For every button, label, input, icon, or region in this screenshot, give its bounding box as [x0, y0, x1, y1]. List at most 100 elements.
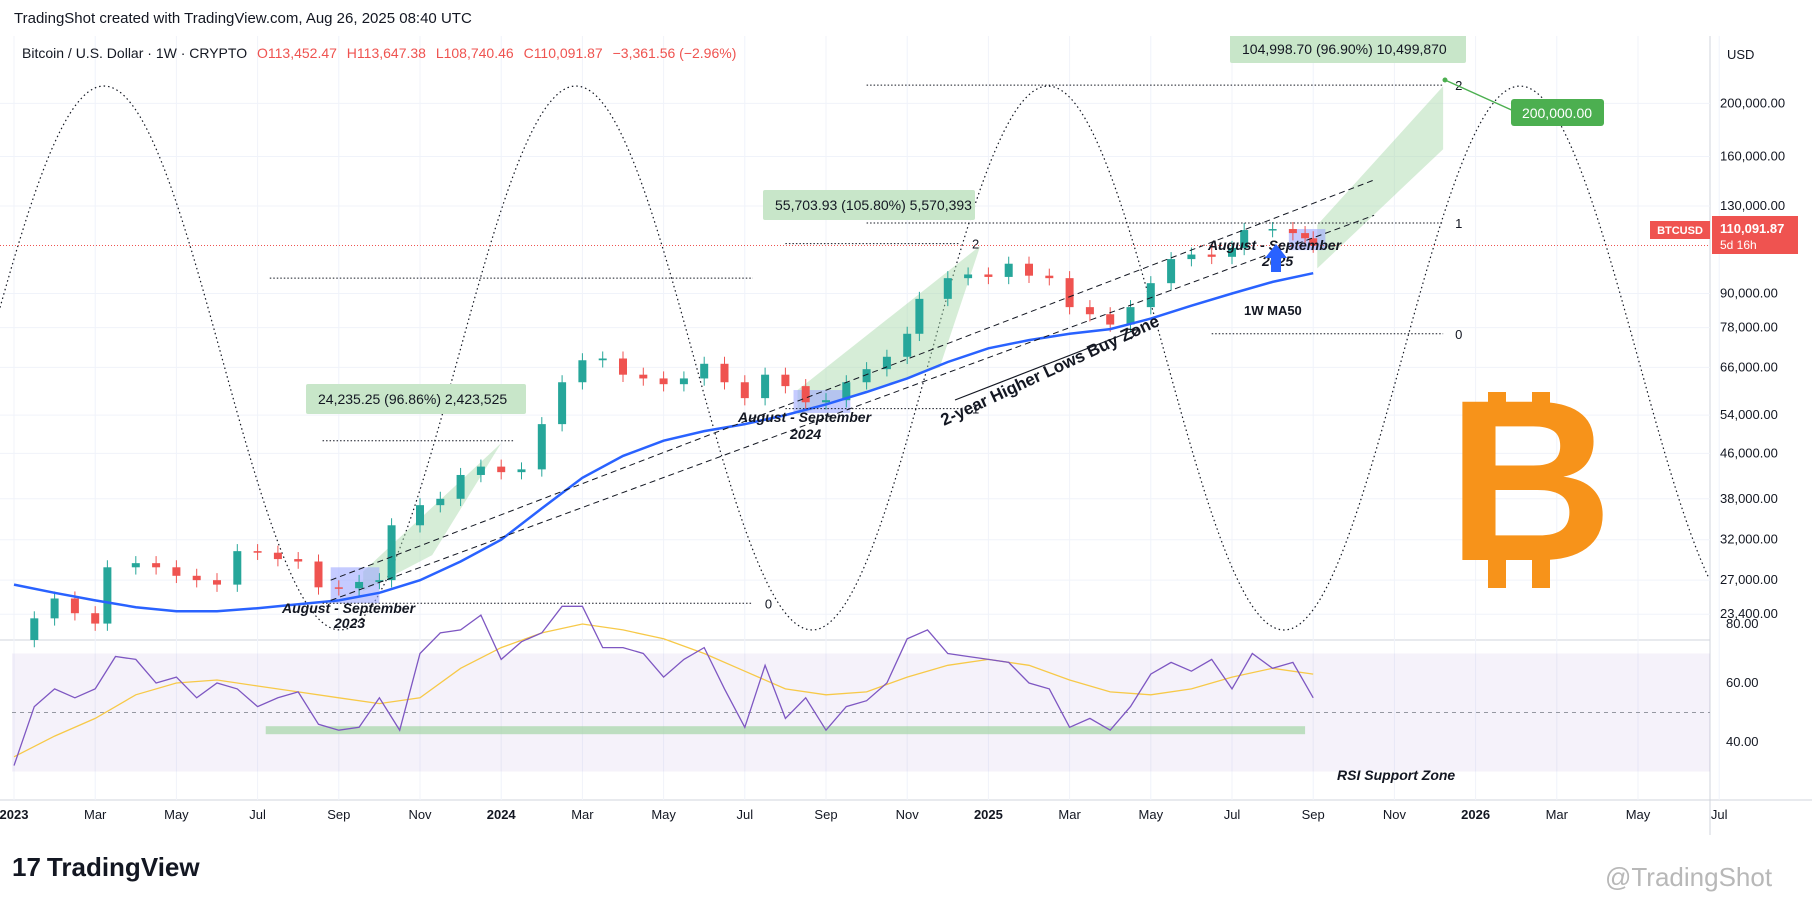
candle-body: [984, 274, 993, 277]
candle-body: [578, 360, 587, 383]
candle-body: [1065, 278, 1074, 308]
last-price-symbol: BTCUSD: [1657, 225, 1703, 237]
candle-body: [740, 382, 749, 399]
y-tick-label: 66,000.00: [1720, 359, 1778, 374]
watermark: @TradingShot: [1605, 862, 1773, 892]
fib-label: 2: [972, 237, 979, 252]
y-tick-label: 27,000.00: [1720, 572, 1778, 587]
x-tick-label: Mar: [1546, 807, 1569, 822]
measure-text-2024: 55,703.93 (105.80%) 5,570,393: [775, 197, 972, 213]
svg-text:B: B: [1447, 352, 1613, 609]
candle-body: [882, 356, 891, 370]
candles: [30, 221, 1318, 648]
candle-body: [30, 618, 39, 640]
trendline: [330, 214, 1375, 601]
candle-body: [619, 358, 627, 375]
zone-label-2024-line1: August - September: [737, 409, 873, 425]
candle-body: [679, 378, 688, 385]
y-tick-label: 54,000.00: [1720, 407, 1778, 422]
x-tick-label: Sep: [327, 807, 350, 822]
rsi-tick-label: 60.00: [1726, 675, 1759, 690]
candle-body: [598, 358, 607, 361]
up-arrow-icon: [1265, 244, 1287, 272]
x-tick-label: Sep: [1302, 807, 1325, 822]
candle-body: [558, 382, 567, 425]
y-tick-label: 130,000.00: [1720, 198, 1785, 213]
x-tick-label: May: [1626, 807, 1651, 822]
candle-body: [964, 274, 973, 279]
candle-body: [862, 369, 871, 383]
y-tick-label: 200,000.00: [1720, 95, 1785, 110]
candle-body: [1288, 229, 1297, 234]
x-tick-label: May: [1139, 807, 1164, 822]
candle-body: [456, 474, 465, 499]
x-tick-label: Jul: [1224, 807, 1241, 822]
candle-body: [1207, 254, 1216, 257]
candle-body: [273, 552, 282, 560]
x-tick-label: Mar: [571, 807, 594, 822]
candle-body: [842, 382, 851, 401]
rsi-pane: 80.00 60.00 40.00: [12, 605, 1759, 772]
currency-label: USD: [1727, 47, 1754, 62]
sine-cycle: [0, 85, 1709, 631]
candle-body: [375, 580, 384, 582]
candle-body: [1167, 259, 1176, 284]
x-tick-label: Jul: [1711, 807, 1728, 822]
ma50-label: 1W MA50: [1244, 303, 1302, 318]
bitcoin-logo-icon: B: [1447, 352, 1613, 609]
measure-label-2023[interactable]: 24,235.25 (96.86%) 2,423,525: [306, 384, 526, 414]
symbol-legend[interactable]: Bitcoin / U.S. Dollar · 1W · CRYPTO O113…: [22, 45, 736, 61]
candle-body: [1228, 247, 1236, 257]
candle-body: [1268, 229, 1277, 231]
candle-body: [700, 363, 709, 379]
candle-body: [537, 424, 546, 470]
candle-body: [91, 613, 100, 624]
zone-label-2025-line1: August - September: [1207, 237, 1343, 253]
last-price-value: 110,091.87: [1720, 221, 1784, 236]
candle-body: [103, 567, 112, 624]
x-tick-label: May: [651, 807, 676, 822]
y-tick-label: 160,000.00: [1720, 149, 1785, 164]
ohlc-low: L108,740.46: [436, 45, 514, 61]
ma50-line: [13, 271, 1314, 613]
x-tick-label: Jul: [736, 807, 753, 822]
candle-body: [476, 466, 485, 475]
trendlines: [330, 179, 1375, 601]
y-tick-label: 90,000.00: [1720, 286, 1778, 301]
candle-body: [50, 598, 59, 619]
candle-body: [801, 386, 810, 403]
rsi-support-zone: [265, 726, 1306, 735]
measure-label-2025[interactable]: 104,998.70 (96.90%) 10,499,870: [1230, 36, 1466, 63]
y-tick-label: 78,000.00: [1720, 320, 1778, 335]
x-tick-label: Nov: [896, 807, 920, 822]
candle-body: [497, 466, 506, 473]
rsi-zone-label: RSI Support Zone: [1337, 767, 1455, 783]
svg-text:Bitcoin / U.S. Dollar · 1W · C: Bitcoin / U.S. Dollar · 1W · CRYPTO O113…: [22, 45, 736, 61]
measure-label-2024[interactable]: 55,703.93 (105.80%) 5,570,393: [763, 190, 975, 220]
x-tick-label: 2024: [487, 807, 517, 822]
candle-body: [253, 551, 262, 553]
target-badge[interactable]: 200,000.00: [1442, 77, 1605, 127]
ohlc-close: C110,091.87: [524, 45, 603, 61]
tradingview-logo[interactable]: 17 TradingView: [12, 852, 200, 883]
candle-body: [314, 561, 323, 588]
grid: [0, 36, 1720, 800]
ma50-layer: [13, 271, 1314, 613]
growth-channel: [797, 245, 981, 416]
candle-body: [1106, 314, 1115, 325]
symbol-title: Bitcoin / U.S. Dollar · 1W · CRYPTO: [22, 45, 247, 61]
candle-body: [1301, 233, 1310, 239]
x-tick-label: Nov: [408, 807, 432, 822]
x-tick-label: Jul: [249, 807, 266, 822]
fib-label: 1: [972, 402, 979, 417]
x-tick-label: Mar: [84, 807, 107, 822]
fib-label: 1: [1455, 216, 1462, 231]
candle-body: [720, 363, 729, 383]
candle-body: [70, 598, 79, 614]
candle-body: [131, 563, 140, 568]
candle-body: [1126, 307, 1135, 325]
y-tick-label: 23,400.00: [1720, 606, 1778, 621]
target-badge-text: 200,000.00: [1522, 105, 1592, 121]
